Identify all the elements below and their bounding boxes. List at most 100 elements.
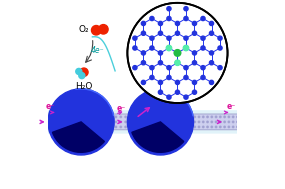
Circle shape <box>110 116 112 118</box>
Circle shape <box>211 121 213 123</box>
Circle shape <box>198 126 200 128</box>
Circle shape <box>158 21 162 26</box>
Circle shape <box>224 116 225 118</box>
Circle shape <box>110 121 112 123</box>
Circle shape <box>198 116 200 118</box>
Circle shape <box>79 73 85 79</box>
Circle shape <box>203 121 204 123</box>
Text: e⁻: e⁻ <box>45 102 54 111</box>
Circle shape <box>120 126 121 128</box>
Circle shape <box>192 31 197 35</box>
Circle shape <box>150 75 154 80</box>
Circle shape <box>34 121 36 123</box>
Circle shape <box>127 3 227 103</box>
Circle shape <box>209 51 213 55</box>
Circle shape <box>91 26 101 35</box>
Circle shape <box>150 16 154 21</box>
Circle shape <box>209 61 213 65</box>
Circle shape <box>125 116 126 118</box>
Circle shape <box>115 121 117 123</box>
Text: e⁻: e⁻ <box>227 102 236 111</box>
Circle shape <box>45 121 46 123</box>
FancyBboxPatch shape <box>108 110 133 134</box>
Circle shape <box>127 89 194 155</box>
FancyBboxPatch shape <box>32 114 54 130</box>
Circle shape <box>166 45 172 51</box>
Circle shape <box>141 31 146 35</box>
Circle shape <box>209 80 213 84</box>
Circle shape <box>39 116 41 118</box>
Circle shape <box>34 116 36 118</box>
Circle shape <box>207 116 208 118</box>
Circle shape <box>184 16 188 21</box>
Circle shape <box>190 126 191 128</box>
Circle shape <box>232 126 234 128</box>
Circle shape <box>80 68 88 76</box>
Circle shape <box>211 116 213 118</box>
Circle shape <box>232 116 234 118</box>
Circle shape <box>141 21 146 26</box>
Circle shape <box>167 7 171 11</box>
Circle shape <box>218 46 222 50</box>
Circle shape <box>211 126 213 128</box>
Circle shape <box>50 116 52 118</box>
Circle shape <box>150 36 154 40</box>
Circle shape <box>167 46 171 50</box>
Circle shape <box>192 61 197 65</box>
Circle shape <box>130 126 131 128</box>
Circle shape <box>133 36 137 40</box>
Circle shape <box>184 66 188 70</box>
Wedge shape <box>132 122 184 152</box>
Circle shape <box>237 116 238 118</box>
Circle shape <box>184 46 188 50</box>
Circle shape <box>184 36 188 40</box>
Circle shape <box>120 116 121 118</box>
Circle shape <box>184 75 188 80</box>
Circle shape <box>192 21 197 26</box>
Circle shape <box>215 116 217 118</box>
Circle shape <box>228 121 230 123</box>
Circle shape <box>34 126 36 128</box>
Circle shape <box>175 21 180 26</box>
Circle shape <box>175 51 180 55</box>
Circle shape <box>203 116 204 118</box>
Circle shape <box>218 36 222 40</box>
Text: e⁻: e⁻ <box>116 104 125 113</box>
Circle shape <box>190 121 191 123</box>
Circle shape <box>167 75 171 80</box>
Circle shape <box>125 126 126 128</box>
Text: 4e⁻: 4e⁻ <box>91 46 105 55</box>
FancyBboxPatch shape <box>108 114 133 130</box>
Circle shape <box>201 46 205 50</box>
Circle shape <box>201 16 205 21</box>
Circle shape <box>50 121 52 123</box>
Circle shape <box>167 16 171 21</box>
Circle shape <box>232 121 234 123</box>
Circle shape <box>201 66 205 70</box>
FancyBboxPatch shape <box>188 110 253 134</box>
Circle shape <box>224 121 225 123</box>
Circle shape <box>198 121 200 123</box>
Circle shape <box>45 126 46 128</box>
Circle shape <box>183 45 189 51</box>
Circle shape <box>249 116 251 118</box>
Circle shape <box>45 116 46 118</box>
Circle shape <box>190 116 191 118</box>
Circle shape <box>141 61 146 65</box>
Circle shape <box>209 31 213 35</box>
Circle shape <box>241 121 243 123</box>
Text: H₂O: H₂O <box>75 82 92 91</box>
FancyBboxPatch shape <box>188 114 253 130</box>
Circle shape <box>158 31 162 35</box>
Circle shape <box>228 116 230 118</box>
Circle shape <box>141 51 146 55</box>
Circle shape <box>184 95 188 99</box>
Circle shape <box>167 66 171 70</box>
Circle shape <box>158 90 162 94</box>
Circle shape <box>224 126 225 128</box>
Circle shape <box>219 121 221 123</box>
Text: O₂: O₂ <box>78 25 89 34</box>
Circle shape <box>207 126 208 128</box>
Circle shape <box>201 36 205 40</box>
Circle shape <box>115 126 117 128</box>
